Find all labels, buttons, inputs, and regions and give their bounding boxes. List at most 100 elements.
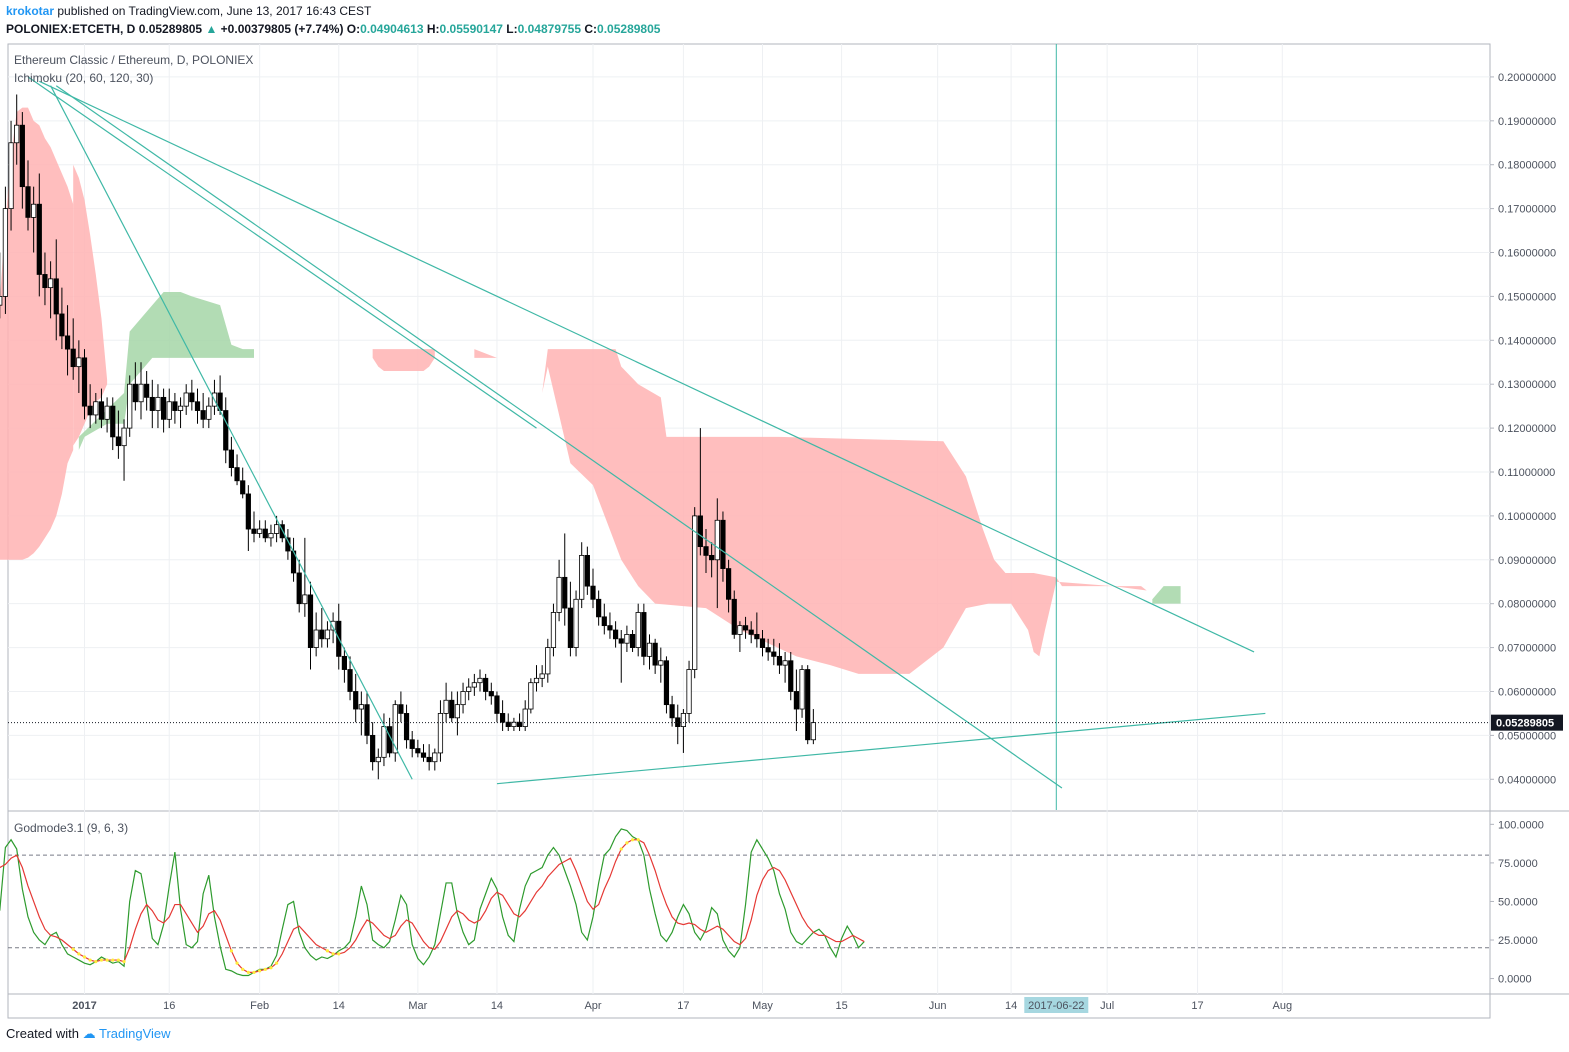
- candles: [0, 94, 816, 780]
- candle-down: [590, 585, 596, 600]
- candle-up: [799, 669, 805, 710]
- candle-down: [319, 629, 325, 640]
- osc-signal-dot: [625, 841, 629, 845]
- candle-up: [539, 673, 545, 679]
- time-tick-label: Jun: [929, 1000, 947, 1012]
- candle-down: [251, 528, 257, 534]
- tradingview-logo-icon[interactable]: ☁: [82, 1026, 96, 1041]
- time-tick-label: 14: [1005, 1000, 1017, 1012]
- symbol-label: POLONIEX:ETCETH, D: [6, 22, 136, 36]
- candle-down: [70, 348, 76, 368]
- osc-signal-dot: [619, 847, 623, 851]
- tradingview-link[interactable]: TradingView: [99, 1026, 171, 1041]
- trendline: [55, 85, 1063, 789]
- candle-up: [93, 401, 99, 416]
- axes: 0.20000000 0.19000000 0.18000000 0.17000000…: [72, 72, 1563, 1013]
- price-tick-label: 0.17000000: [1498, 204, 1556, 216]
- candle-up: [273, 524, 280, 534]
- candle-down: [245, 493, 251, 530]
- candle-up: [522, 708, 528, 727]
- price-tick-label: 0.08000000: [1498, 599, 1556, 611]
- candle-down: [307, 594, 314, 648]
- candle-down: [409, 739, 415, 749]
- candle-down: [607, 625, 613, 631]
- ichimoku-cloud: [0, 107, 1181, 674]
- publish-line: krokotar published on TradingView.com, J…: [6, 4, 371, 18]
- candle-up: [460, 691, 466, 706]
- open-value: 0.04904613: [360, 22, 424, 36]
- candle-down: [132, 383, 138, 403]
- candle-down: [228, 449, 234, 469]
- candle-down: [776, 655, 783, 666]
- candle-down: [669, 704, 675, 719]
- candle-up: [268, 533, 274, 539]
- osc-signal-dot: [105, 958, 109, 962]
- time-tick-label: 17: [1191, 1000, 1203, 1012]
- osc-signal-dot: [269, 966, 273, 970]
- price-tick-label: 0.10000000: [1498, 511, 1556, 523]
- candle-up: [466, 686, 472, 692]
- change-arrow-icon: ▲: [205, 22, 218, 36]
- candle-up: [31, 203, 37, 218]
- last-price-label: 0.05289805: [1496, 718, 1554, 730]
- candle-down: [36, 203, 42, 275]
- osc-signal-dot: [337, 952, 341, 956]
- time-tick-label: 14: [491, 1000, 503, 1012]
- osc-signal-dot: [246, 970, 250, 975]
- trendline: [39, 80, 1255, 653]
- candle-down: [341, 655, 348, 670]
- candle-up: [206, 405, 212, 420]
- candle-up: [121, 427, 127, 447]
- candle-up: [432, 752, 438, 763]
- osc-signal-dot: [252, 970, 256, 975]
- osc-signal-dot: [258, 969, 262, 973]
- candle-up: [635, 612, 641, 648]
- candle-up: [646, 642, 653, 657]
- price-tick-label: 0.15000000: [1498, 291, 1556, 303]
- low-label: L:: [506, 22, 518, 36]
- candle-down: [53, 278, 59, 315]
- ohlc-line: POLONIEX:ETCETH, D 0.05289805 ▲ +0.00379…: [6, 22, 660, 36]
- osc-tick-label: 100.0000: [1498, 819, 1544, 831]
- candle-down: [42, 274, 48, 289]
- bear-cloud-early-tail: [73, 164, 108, 446]
- candle-up: [545, 647, 551, 675]
- candle-down: [562, 576, 568, 609]
- candle-up: [658, 660, 664, 666]
- candle-up: [104, 405, 110, 420]
- candle-down: [567, 607, 574, 648]
- candle-down: [172, 401, 178, 411]
- candle-down: [709, 554, 715, 561]
- candle-up: [624, 634, 630, 644]
- candle-down: [793, 691, 800, 710]
- osc-signal-dot: [99, 958, 104, 962]
- osc-signal-dot: [229, 949, 233, 953]
- created-with-label: Created with: [6, 1026, 79, 1041]
- candle-up: [556, 576, 562, 613]
- candle-up: [533, 677, 540, 684]
- author-name[interactable]: krokotar: [6, 4, 55, 18]
- osc-signal-dot: [88, 958, 92, 962]
- price-tick-label: 0.16000000: [1498, 248, 1556, 260]
- price-tick-label: 0.07000000: [1498, 643, 1556, 655]
- candle-up: [471, 682, 477, 688]
- price-tick-label: 0.14000000: [1498, 335, 1556, 347]
- osc-signal-dot: [325, 949, 330, 953]
- osc-tick-label: 50.0000: [1498, 896, 1538, 908]
- highlight-date-label: 2017-06-22: [1028, 1000, 1084, 1012]
- candle-up: [14, 124, 20, 144]
- osc-signal-dot: [71, 947, 75, 951]
- osc-tick-label: 75.0000: [1498, 858, 1538, 870]
- candle-down: [449, 699, 455, 719]
- candle-up: [454, 704, 461, 719]
- candle-down: [601, 616, 607, 627]
- candle-down: [149, 396, 155, 411]
- bear-cloud-feb: [372, 349, 435, 372]
- candle-up: [358, 704, 364, 710]
- candle-up: [511, 721, 517, 727]
- candle-up: [330, 620, 336, 631]
- candle-down: [488, 691, 494, 697]
- candle-up: [2, 208, 8, 297]
- candle-down: [771, 651, 777, 657]
